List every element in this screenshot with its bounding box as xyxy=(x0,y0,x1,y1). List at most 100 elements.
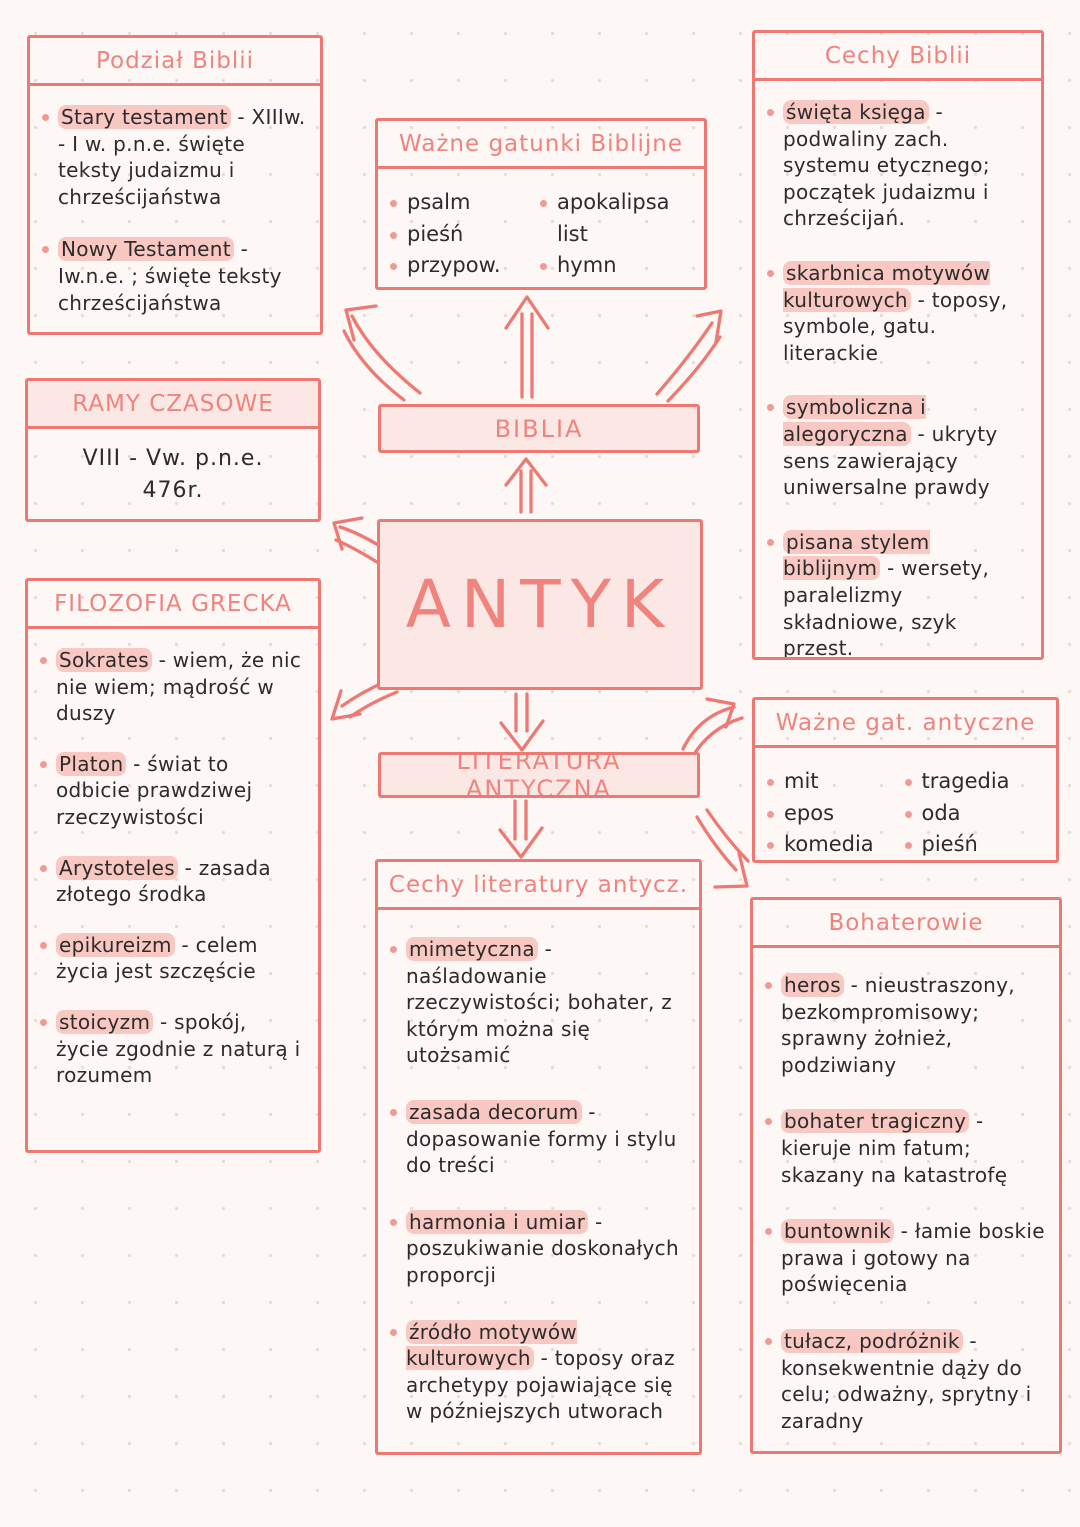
list-item: oda xyxy=(904,798,1043,830)
genre-label: oda xyxy=(921,800,961,825)
term: Arystoteles xyxy=(56,855,178,880)
definition: - poszukiwanie doskonałych proporcji xyxy=(406,1209,679,1287)
node-label: BIBLIA xyxy=(494,414,584,443)
bullet-icon xyxy=(765,1228,772,1236)
bullet-icon xyxy=(765,982,772,989)
box-body: mit epos komedia tragedia oda pieśń xyxy=(755,748,1056,860)
list-item: komedia xyxy=(767,829,905,860)
definition: - XIIIw. - I w. p.n.e. święte teksty jud… xyxy=(58,105,306,209)
genre-label: pieśń xyxy=(407,221,464,246)
term: stoicyzm xyxy=(56,1009,154,1034)
note-item: pisana stylem biblijnym - wersety, paral… xyxy=(767,529,1027,660)
box-cechy-biblii: Cechy Biblii święta księga - podwaliny z… xyxy=(752,30,1044,660)
note-item: tułacz, podróżnik - konsekwentnie dąży d… xyxy=(765,1328,1045,1434)
term: zasada decorum xyxy=(406,1099,582,1124)
note-item: zasada decorum - dopasowanie formy i sty… xyxy=(390,1099,685,1179)
genre-list-left: mit epos komedia xyxy=(767,766,905,860)
box-body: Stary testament - XIIIw. - I w. p.n.e. ś… xyxy=(30,86,320,332)
definition: - ukryty sens zawierający uniwersalne pr… xyxy=(783,421,998,500)
bullet-icon xyxy=(767,269,774,277)
box-body: heros - nieustraszony, bezkompromisowy; … xyxy=(753,948,1059,1451)
definition: - zasada złotego środka xyxy=(56,855,271,907)
box-bohaterowie: Bohaterowie heros - nieustraszony, bezko… xyxy=(750,897,1062,1454)
term: mimetyczna xyxy=(406,937,538,961)
node-antyk: ANTYK xyxy=(377,519,703,690)
box-title: Bohaterowie xyxy=(753,900,1059,948)
bullet-icon xyxy=(40,760,47,768)
note-item: skarbnica motywów kulturowych - toposy, … xyxy=(767,260,1027,366)
list-item: list xyxy=(540,219,690,251)
genre-label: apokalipsa xyxy=(557,190,670,214)
arrow-antyk-to-literatura xyxy=(499,692,545,752)
note-item: mimetyczna - naśladowanie rzeczywistości… xyxy=(390,936,685,1069)
definition: - spokój, życie zgodnie z naturą i rozum… xyxy=(56,1009,301,1088)
arrow-antyk-to-biblia xyxy=(504,457,548,514)
box-body: VIII - Vw. p.n.e. 476r. xyxy=(28,429,318,507)
bullet-icon xyxy=(904,810,912,818)
arrow-biblia-to-cechy-biblii xyxy=(655,309,723,403)
genre-label: pieśń xyxy=(921,832,978,856)
bullet-icon xyxy=(765,1118,772,1126)
box-ramy-czasowe: RAMY CZASOWE VIII - Vw. p.n.e. 476r. xyxy=(25,378,321,522)
bullet-icon xyxy=(40,864,47,872)
bullet-icon xyxy=(904,779,912,787)
bullet-icon xyxy=(42,246,49,254)
note-item: bohater tragiczny - kieruje nim fatum; s… xyxy=(765,1108,1045,1188)
time-range: VIII - Vw. p.n.e. xyxy=(82,446,264,471)
arrow-literatura-to-gat-antyczne xyxy=(681,697,744,761)
bullet-icon xyxy=(390,231,397,239)
definition: - wiem, że nic nie wiem; mądrość w duszy xyxy=(56,648,302,726)
node-label: LITERATURA ANTYCZNA xyxy=(456,752,622,798)
box-title: Cechy literatury antycz. xyxy=(378,862,699,910)
bullet-icon xyxy=(42,114,49,121)
bullet-icon xyxy=(540,263,547,271)
node-literatura-antyczna: LITERATURA ANTYCZNA xyxy=(378,752,700,798)
term: symboliczna i alegoryczna xyxy=(783,395,927,446)
list-item: pieśń xyxy=(390,219,540,251)
bullet-icon xyxy=(767,779,774,787)
term: bohater tragiczny xyxy=(781,1109,970,1134)
arrow-literatura-to-cechy-literatury xyxy=(498,799,544,859)
list-item: hymn xyxy=(540,250,690,282)
box-title: Ważne gat. antyczne xyxy=(755,700,1056,748)
genre-label: epos xyxy=(784,800,835,825)
note-item: buntownik - łamie boskie prawa i gotowy … xyxy=(765,1218,1045,1298)
box-title: FILOZOFIA GRECKA xyxy=(28,581,318,629)
bullet-icon xyxy=(767,842,774,850)
bullet-icon xyxy=(767,810,774,818)
definition: - kieruje nim fatum; skazany na katastro… xyxy=(781,1109,1008,1187)
term: święta księga xyxy=(783,100,929,124)
note-item: Arystoteles - zasada złotego środka xyxy=(40,855,304,908)
list-item: epos xyxy=(767,798,905,830)
term: epikureizm xyxy=(56,932,175,957)
arrow-biblia-to-podzial xyxy=(342,304,422,402)
note-item: święta księga - podwaliny zach. systemu … xyxy=(767,99,1027,232)
genre-list-right: tragedia oda pieśń xyxy=(904,766,1043,860)
bullet-icon xyxy=(40,941,47,949)
definition: - celem życia jest szczęście xyxy=(56,932,258,984)
term: pisana stylem biblijnym xyxy=(783,529,930,581)
node-biblia: BIBLIA xyxy=(378,404,700,453)
definition: - konsekwentnie dąży do celu; odważny, s… xyxy=(781,1328,1032,1433)
definition: - wersety, paralelizmy składniowe, szyk … xyxy=(783,556,990,660)
definition: - świat to odbicie prawdziwej rzeczywist… xyxy=(56,751,253,829)
definition: - Iw.n.e. ; święte teksty chrześcijaństw… xyxy=(58,237,282,315)
term: harmonia i umiar xyxy=(406,1209,589,1234)
genre-list-left: psalm pieśń przypow. xyxy=(390,187,540,282)
genre-label: list xyxy=(557,221,588,246)
note-item: Nowy Testament - Iw.n.e. ; święte teksty… xyxy=(42,236,306,316)
definition: - toposy oraz archetypy pojawiające się … xyxy=(406,1346,675,1424)
note-item: Sokrates - wiem, że nic nie wiem; mądroś… xyxy=(40,647,304,727)
definition: - podwaliny zach. systemu etycznego; poc… xyxy=(783,100,990,231)
list-item: pieśń xyxy=(904,829,1043,860)
list-item: mit xyxy=(767,766,905,798)
end-year: 476r. xyxy=(142,477,204,503)
box-gatunki-biblijne: Ważne gatunki Biblijne psalm pieśń przyp… xyxy=(375,118,707,290)
genre-label: psalm xyxy=(407,190,471,214)
bullet-icon xyxy=(40,657,47,664)
note-item: harmonia i umiar - poszukiwanie doskonał… xyxy=(390,1209,685,1289)
arrow-literatura-to-bohaterowie xyxy=(695,808,750,889)
box-body: mimetyczna - naśladowanie rzeczywistości… xyxy=(378,910,699,1452)
bullet-icon xyxy=(904,842,912,850)
note-item: Stary testament - XIIIw. - I w. p.n.e. ś… xyxy=(42,104,306,210)
